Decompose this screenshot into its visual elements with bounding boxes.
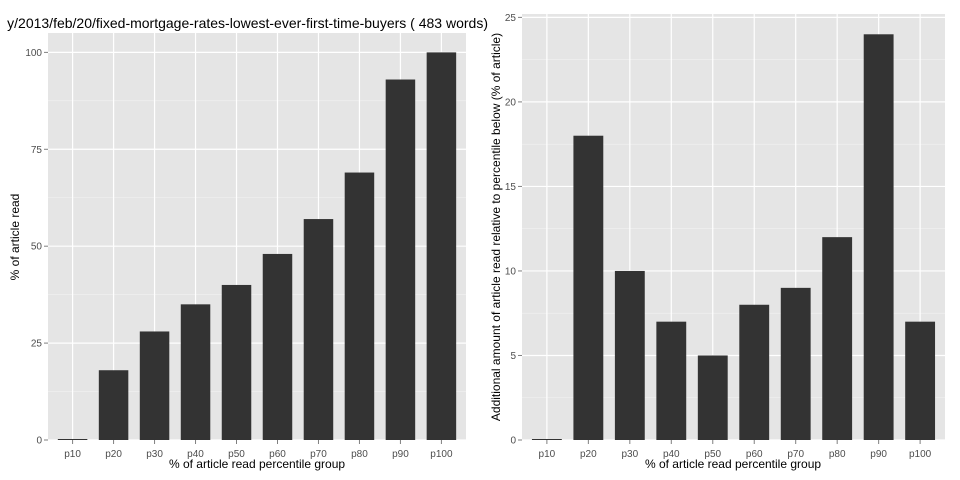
chart-title: y/2013/feb/20/fixed-mortgage-rates-lowes…: [7, 15, 488, 31]
bar-p20: [573, 135, 604, 440]
x-tick-label: p80: [351, 449, 368, 460]
bar-p70: [303, 219, 334, 440]
bar-p60: [739, 304, 770, 440]
bar-p30: [614, 270, 645, 440]
y-tick-label: 5: [510, 351, 516, 362]
y-tick-label: 100: [25, 48, 42, 59]
bar-p70: [780, 287, 811, 440]
bar-p40: [656, 321, 687, 440]
y-tick-label: 0: [36, 436, 42, 447]
bar-p100: [426, 52, 457, 440]
x-tick-label: p50: [704, 449, 721, 460]
x-tick-label: p70: [787, 449, 804, 460]
bar-p30: [139, 331, 170, 440]
left-chart: 0 25 50 75 100 p10 p20 p30 p40 p50 p60 p70 p80 p90 p10…: [7, 15, 488, 471]
bar-p100: [905, 321, 936, 440]
x-tick-label: p90: [392, 449, 409, 460]
bar-p50: [221, 284, 252, 440]
y-tick-label: 25: [505, 13, 517, 24]
y-tick-label: 20: [505, 97, 517, 108]
x-tick-label: p50: [228, 449, 245, 460]
x-tick-label: p90: [870, 449, 887, 460]
y-tick-label: 50: [31, 242, 43, 253]
x-tick-label: p40: [663, 449, 680, 460]
x-tick-label: p30: [621, 449, 638, 460]
x-axis-title: % of article read percentile group: [169, 457, 345, 471]
bar-p80: [344, 172, 375, 441]
bar-p80: [822, 237, 853, 440]
bar-p10: [531, 439, 562, 440]
y-tick-label: 0: [510, 436, 516, 447]
bar-p40: [180, 304, 211, 440]
bar-p60: [262, 253, 293, 440]
y-tick-label: 15: [505, 182, 517, 193]
bar-p10: [57, 439, 88, 440]
bar-p90: [385, 79, 416, 440]
x-tick-label: p20: [580, 449, 597, 460]
y-tick-label: 25: [31, 339, 43, 350]
x-tick-label: p10: [64, 449, 81, 460]
bar-p50: [697, 355, 728, 440]
x-axis-title: % of article read percentile group: [645, 457, 821, 471]
x-tick-label: p30: [146, 449, 163, 460]
y-tick-label: 10: [505, 266, 517, 277]
bar-p90: [863, 34, 894, 441]
x-tick-label: p20: [105, 449, 122, 460]
x-tick-label: p100: [430, 449, 453, 460]
y-axis-title: Additional amount of article read relati…: [489, 33, 503, 421]
x-tick-label: p100: [909, 449, 932, 460]
x-tick-label: p70: [310, 449, 327, 460]
bar-p20: [98, 370, 129, 440]
x-tick-label: p80: [829, 449, 846, 460]
x-tick-label: p10: [539, 449, 556, 460]
y-tick-label: 75: [31, 145, 43, 156]
y-axis-title: % of article read: [8, 194, 22, 281]
x-tick-label: p60: [269, 449, 286, 460]
x-tick-label: p60: [746, 449, 763, 460]
x-tick-label: p40: [187, 449, 204, 460]
right-chart: 0 5 10 15 20 25 p10 p20 p30 p40 p50 p60 p70 p80 p90 p10…: [489, 13, 945, 471]
